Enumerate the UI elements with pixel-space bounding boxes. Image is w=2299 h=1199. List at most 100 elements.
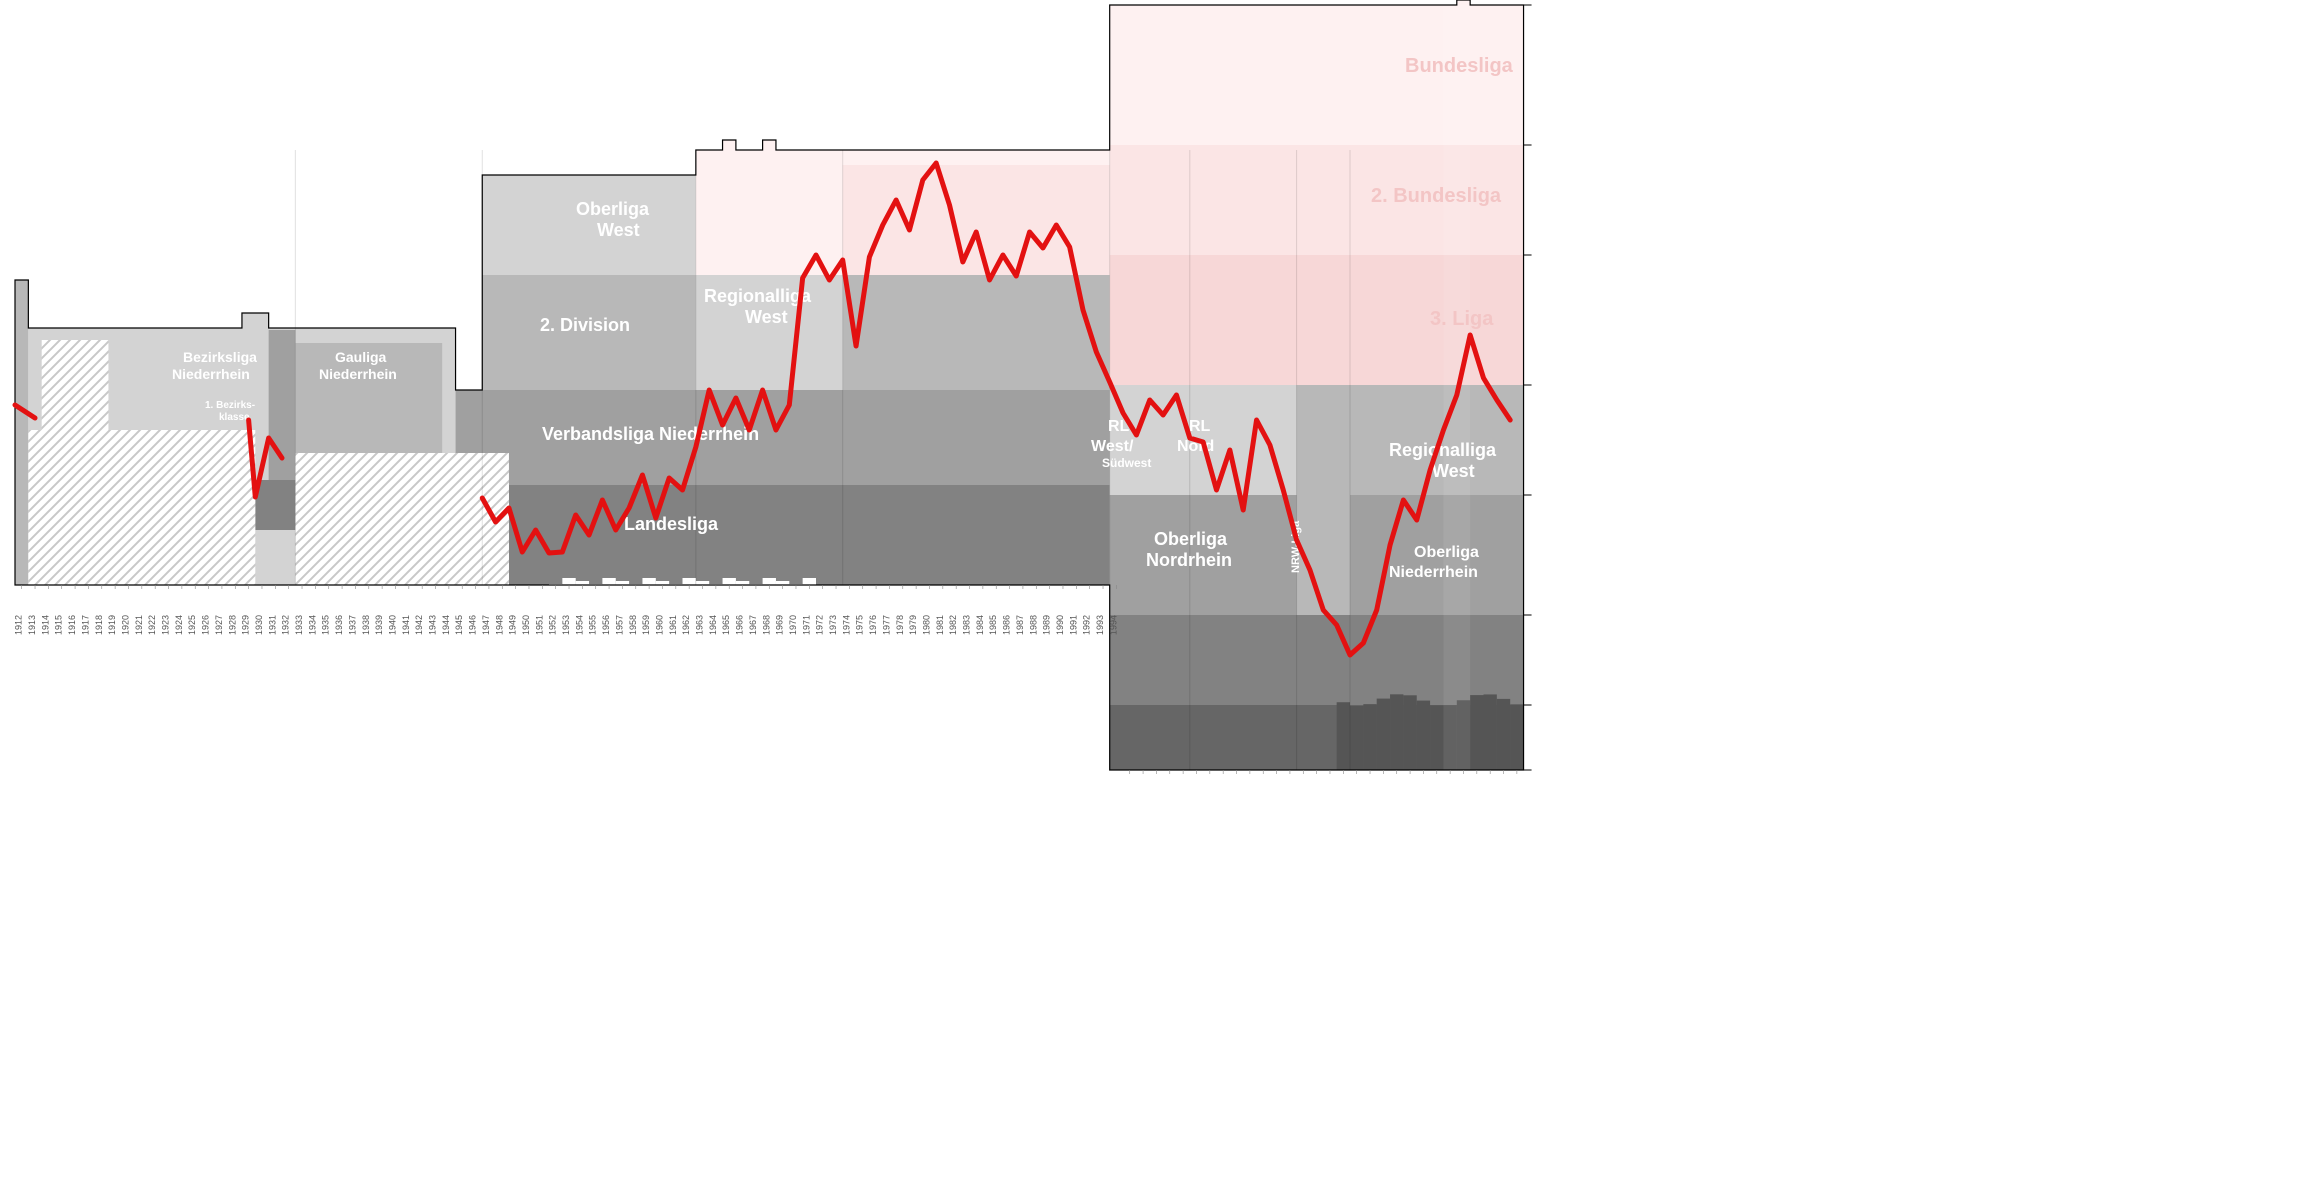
svg-text:1987: 1987 [1015,615,1025,635]
svg-text:1964: 1964 [708,615,718,635]
svg-text:1974: 1974 [841,615,851,635]
svg-text:1980: 1980 [921,615,931,635]
svg-text:Oberliga: Oberliga [1414,544,1479,561]
svg-text:West: West [745,307,788,327]
svg-text:Nordrhein: Nordrhein [1146,550,1232,570]
svg-text:1990: 1990 [1055,615,1065,635]
svg-text:1938: 1938 [361,615,371,635]
svg-text:1981: 1981 [935,615,945,635]
svg-text:1979: 1979 [908,615,918,635]
svg-text:1969: 1969 [775,615,785,635]
svg-text:1977: 1977 [881,615,891,635]
svg-text:1989: 1989 [1042,615,1052,635]
svg-text:1965: 1965 [721,615,731,635]
svg-text:1948: 1948 [494,615,504,635]
svg-text:1936: 1936 [334,615,344,635]
svg-text:Niederrhein: Niederrhein [1389,564,1478,581]
svg-text:1929: 1929 [241,615,251,635]
svg-text:1927: 1927 [214,615,224,635]
svg-text:1985: 1985 [988,615,998,635]
svg-text:1943: 1943 [428,615,438,635]
svg-text:Oberliga: Oberliga [1154,529,1228,549]
svg-text:Regionalliga: Regionalliga [1389,440,1497,460]
svg-text:1993: 1993 [1095,615,1105,635]
svg-text:1991: 1991 [1068,615,1078,635]
svg-text:1957: 1957 [614,615,624,635]
svg-text:1935: 1935 [321,615,331,635]
svg-text:1955: 1955 [588,615,598,635]
svg-text:1956: 1956 [601,615,611,635]
svg-text:1967: 1967 [748,615,758,635]
svg-text:1976: 1976 [868,615,878,635]
svg-text:1982: 1982 [948,615,958,635]
svg-text:Niederrhein: Niederrhein [172,366,250,382]
svg-text:1951: 1951 [534,615,544,635]
svg-text:1920: 1920 [120,615,130,635]
svg-text:1986: 1986 [1002,615,1012,635]
svg-text:1914: 1914 [40,615,50,635]
svg-text:1978: 1978 [895,615,905,635]
svg-text:1924: 1924 [174,615,184,635]
svg-text:Bezirksliga: Bezirksliga [183,349,257,365]
svg-text:1992: 1992 [1082,615,1092,635]
svg-text:1921: 1921 [134,615,144,635]
svg-text:Regionalliga: Regionalliga [704,286,812,306]
svg-text:1923: 1923 [161,615,171,635]
svg-text:1971: 1971 [801,615,811,635]
svg-text:1913: 1913 [27,615,37,635]
league-history-chart: Bundesliga2. Bundesliga3. LigaOberligaWe… [0,0,1533,800]
svg-text:klasse: klasse [219,412,250,423]
svg-text:West/: West/ [1091,438,1134,455]
svg-text:2. Bundesliga: 2. Bundesliga [1371,185,1502,207]
svg-text:1946: 1946 [468,615,478,635]
svg-text:1975: 1975 [855,615,865,635]
svg-text:1954: 1954 [574,615,584,635]
svg-text:1937: 1937 [347,615,357,635]
svg-text:1928: 1928 [227,615,237,635]
svg-text:1939: 1939 [374,615,384,635]
svg-text:1916: 1916 [67,615,77,635]
svg-text:1970: 1970 [788,615,798,635]
svg-text:1931: 1931 [267,615,277,635]
svg-text:1926: 1926 [201,615,211,635]
svg-text:1984: 1984 [975,615,985,635]
svg-text:1960: 1960 [654,615,664,635]
svg-text:Landesliga: Landesliga [624,514,719,534]
svg-text:1941: 1941 [401,615,411,635]
svg-text:1966: 1966 [735,615,745,635]
svg-text:1915: 1915 [54,615,64,635]
svg-text:2. Division: 2. Division [540,315,630,335]
svg-text:1968: 1968 [761,615,771,635]
svg-text:West: West [597,220,640,240]
svg-text:1958: 1958 [628,615,638,635]
svg-text:1944: 1944 [441,615,451,635]
svg-text:Verbandsliga Niederrhein: Verbandsliga Niederrhein [542,424,759,444]
svg-text:West: West [1432,461,1475,481]
chart-svg: Bundesliga2. Bundesliga3. LigaOberligaWe… [0,0,1533,800]
svg-text:1950: 1950 [521,615,531,635]
svg-text:1933: 1933 [294,615,304,635]
svg-text:1973: 1973 [828,615,838,635]
svg-text:1988: 1988 [1028,615,1038,635]
svg-text:Bundesliga: Bundesliga [1405,55,1514,77]
svg-text:1922: 1922 [147,615,157,635]
svg-text:1918: 1918 [94,615,104,635]
svg-text:1925: 1925 [187,615,197,635]
svg-text:1953: 1953 [561,615,571,635]
svg-text:1912: 1912 [14,615,24,635]
svg-text:1942: 1942 [414,615,424,635]
svg-text:1949: 1949 [508,615,518,635]
svg-text:Niederrhein: Niederrhein [319,366,397,382]
svg-text:1972: 1972 [815,615,825,635]
svg-text:1945: 1945 [454,615,464,635]
svg-text:3. Liga: 3. Liga [1430,308,1494,330]
svg-text:1983: 1983 [962,615,972,635]
svg-text:1961: 1961 [668,615,678,635]
svg-text:Oberliga: Oberliga [576,199,650,219]
svg-text:1919: 1919 [107,615,117,635]
svg-text:1917: 1917 [80,615,90,635]
tier-bands [15,0,1524,770]
svg-text:1940: 1940 [387,615,397,635]
svg-text:1947: 1947 [481,615,491,635]
svg-text:1959: 1959 [641,615,651,635]
